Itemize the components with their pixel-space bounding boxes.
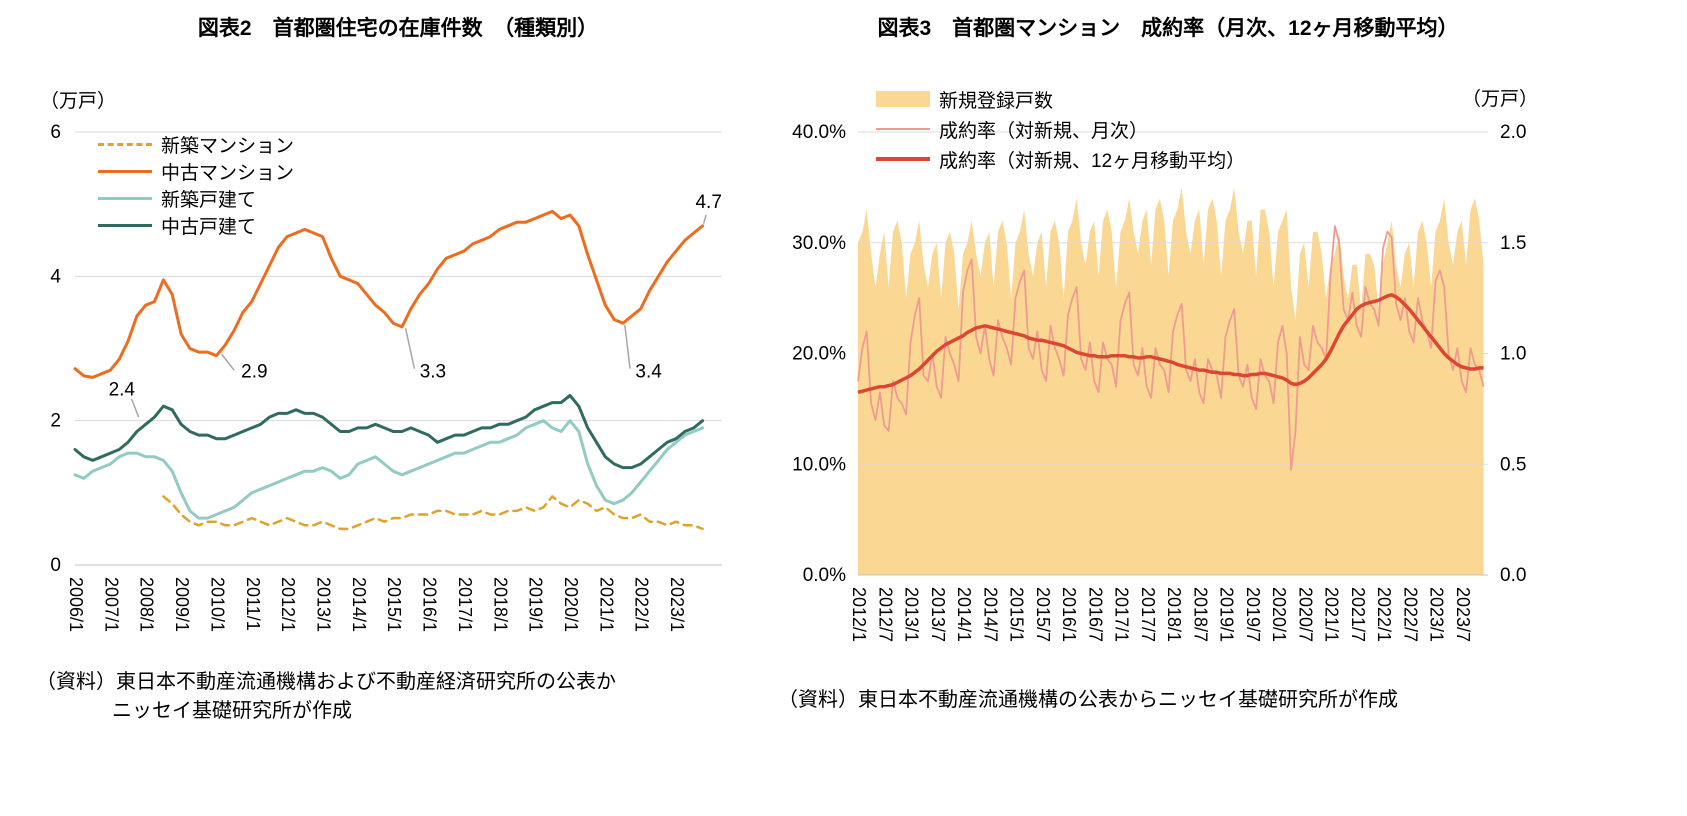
line-swatch-new-detached xyxy=(98,197,152,200)
svg-text:2020/1: 2020/1 xyxy=(1269,587,1289,642)
svg-text:2020/7: 2020/7 xyxy=(1295,587,1315,642)
figure3-legend: 新規登録戸数 成約率（対新規、月次） 成約率（対新規、12ヶ月移動平均） xyxy=(876,84,1245,174)
figure3-title: 図表3 首都圏マンション 成約率（月次、12ヶ月移動平均） xyxy=(877,17,1459,40)
figure2-legend: 新築マンション 中古マンション 新築戸建て 中古戸建て xyxy=(98,131,294,239)
figure2-source-line2: ニッセイ基礎研究所が作成 xyxy=(112,700,352,722)
svg-text:2013/7: 2013/7 xyxy=(928,587,948,642)
svg-text:2022/7: 2022/7 xyxy=(1400,587,1420,642)
svg-text:2018/1: 2018/1 xyxy=(490,577,510,632)
svg-text:30.0%: 30.0% xyxy=(792,233,846,254)
legend-item-ma-rate: 成約率（対新規、12ヶ月移動平均） xyxy=(876,144,1245,174)
svg-text:2.4: 2.4 xyxy=(109,379,136,400)
line-swatch-used-condo xyxy=(98,170,152,173)
svg-text:2011/1: 2011/1 xyxy=(243,577,263,631)
line-swatch-ma-rate xyxy=(876,157,930,161)
svg-text:0.0%: 0.0% xyxy=(803,565,846,586)
svg-text:2023/7: 2023/7 xyxy=(1453,587,1473,642)
line-swatch-new-condo xyxy=(98,143,152,146)
line-swatch-used-detached xyxy=(98,224,152,227)
legend-label: 新築戸建て xyxy=(161,190,257,211)
svg-text:2014/1: 2014/1 xyxy=(954,587,974,642)
line-swatch-monthly-rate xyxy=(876,128,930,130)
svg-text:2016/1: 2016/1 xyxy=(1059,587,1079,642)
figure3-source: （資料）東日本不動産流通機構の公表からニッセイ基礎研究所が作成 xyxy=(778,689,1398,711)
legend-item-new-listings: 新規登録戸数 xyxy=(876,84,1245,114)
svg-text:2021/1: 2021/1 xyxy=(1322,587,1342,642)
svg-text:2019/1: 2019/1 xyxy=(1217,587,1237,642)
legend-label: 新築マンション xyxy=(161,136,295,157)
svg-text:2019/1: 2019/1 xyxy=(526,577,546,632)
svg-text:2012/7: 2012/7 xyxy=(875,587,895,642)
svg-text:2015/7: 2015/7 xyxy=(1033,587,1053,642)
figure3-plot: 0.0% 0.0 10.0% 0.5 20.0% 1.0 30.0% 1.5 40.0% 2.0 2… xyxy=(792,122,1526,642)
legend-item-new-detached: 新築戸建て xyxy=(98,185,294,212)
svg-text:2021/1: 2021/1 xyxy=(596,577,616,632)
svg-text:2022/1: 2022/1 xyxy=(1374,587,1394,642)
legend-item-used-condo: 中古マンション xyxy=(98,158,294,185)
figure2-yaxis-unit: （万戸） xyxy=(40,91,117,112)
svg-text:2: 2 xyxy=(50,411,61,432)
svg-text:40.0%: 40.0% xyxy=(792,122,846,143)
svg-text:1.5: 1.5 xyxy=(1500,233,1526,254)
svg-text:2013/1: 2013/1 xyxy=(902,587,922,642)
svg-text:6: 6 xyxy=(50,122,61,143)
svg-text:2006/1: 2006/1 xyxy=(66,577,86,632)
legend-item-monthly-rate: 成約率（対新規、月次） xyxy=(876,114,1245,144)
svg-text:2015/1: 2015/1 xyxy=(384,577,404,632)
svg-text:2016/7: 2016/7 xyxy=(1085,587,1105,642)
figure2-source-line1: （資料）東日本不動産流通機構および不動産経済研究所の公表か xyxy=(36,671,616,693)
legend-label: 成約率（対新規、12ヶ月移動平均） xyxy=(939,150,1246,172)
svg-text:3.4: 3.4 xyxy=(635,361,662,382)
legend-label: 中古マンション xyxy=(161,163,295,184)
svg-text:2023/1: 2023/1 xyxy=(1427,587,1447,642)
svg-text:2013/1: 2013/1 xyxy=(313,577,333,632)
area-swatch-new-listings xyxy=(876,91,930,107)
svg-text:2017/1: 2017/1 xyxy=(455,577,475,632)
svg-text:2019/7: 2019/7 xyxy=(1243,587,1263,642)
svg-text:2007/1: 2007/1 xyxy=(101,577,121,632)
svg-text:2018/1: 2018/1 xyxy=(1164,587,1184,642)
figure2-title: 図表2 首都圏住宅の在庫件数 （種類別） xyxy=(197,17,599,40)
svg-text:3.3: 3.3 xyxy=(420,361,446,382)
svg-text:0.5: 0.5 xyxy=(1500,454,1526,475)
svg-text:0: 0 xyxy=(50,555,61,576)
svg-text:2010/1: 2010/1 xyxy=(207,577,227,632)
legend-label: 新規登録戸数 xyxy=(939,90,1054,112)
legend-label: 成約率（対新規、月次） xyxy=(939,120,1149,142)
svg-text:2.9: 2.9 xyxy=(241,361,267,382)
svg-text:2023/1: 2023/1 xyxy=(667,577,687,632)
svg-text:2.0: 2.0 xyxy=(1500,122,1526,143)
svg-text:4: 4 xyxy=(50,266,61,287)
legend-label: 中古戸建て xyxy=(161,217,257,238)
svg-text:0.0: 0.0 xyxy=(1500,565,1526,586)
svg-text:2018/7: 2018/7 xyxy=(1190,587,1210,642)
svg-text:2022/1: 2022/1 xyxy=(632,577,652,632)
svg-text:4.7: 4.7 xyxy=(695,192,721,213)
figure2-source: （資料）東日本不動産流通機構および不動産経済研究所の公表か ニッセイ基礎研究所が… xyxy=(36,668,616,726)
svg-text:2014/7: 2014/7 xyxy=(980,587,1000,642)
svg-text:2012/1: 2012/1 xyxy=(278,577,298,632)
legend-item-new-condo: 新築マンション xyxy=(98,131,294,158)
svg-text:1.0: 1.0 xyxy=(1500,344,1526,365)
svg-text:10.0%: 10.0% xyxy=(792,454,846,475)
figure3-yaxis-unit: （万戸） xyxy=(1462,89,1539,110)
svg-text:2016/1: 2016/1 xyxy=(420,577,440,632)
svg-text:20.0%: 20.0% xyxy=(792,344,846,365)
svg-text:2021/7: 2021/7 xyxy=(1348,587,1368,642)
legend-item-used-detached: 中古戸建て xyxy=(98,212,294,239)
svg-text:2012/1: 2012/1 xyxy=(849,587,869,642)
svg-text:2017/1: 2017/1 xyxy=(1112,587,1132,642)
svg-text:2017/7: 2017/7 xyxy=(1138,587,1158,642)
svg-text:2020/1: 2020/1 xyxy=(561,577,581,632)
svg-text:2008/1: 2008/1 xyxy=(137,577,157,632)
svg-text:2009/1: 2009/1 xyxy=(172,577,192,632)
svg-text:2014/1: 2014/1 xyxy=(349,577,369,632)
svg-text:2015/1: 2015/1 xyxy=(1007,587,1027,642)
figure2-plot: 0 2 4 6 2006/1 2007/1 2008/1 2009/1 2010/1 2011/1… xyxy=(50,122,722,632)
